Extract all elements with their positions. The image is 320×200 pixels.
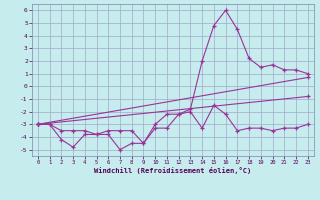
X-axis label: Windchill (Refroidissement éolien,°C): Windchill (Refroidissement éolien,°C) [94, 167, 252, 174]
